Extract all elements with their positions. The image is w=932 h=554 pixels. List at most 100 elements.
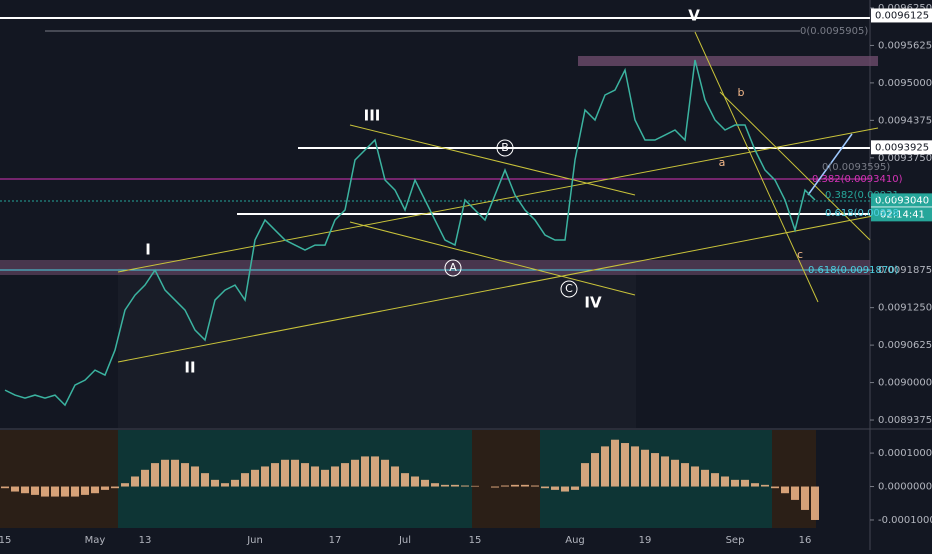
y-tick-label: 0.0089375 bbox=[878, 415, 932, 426]
osc-bar bbox=[551, 486, 559, 490]
osc-bar bbox=[571, 486, 579, 490]
osc-bar bbox=[791, 486, 799, 500]
x-tick-label: 15 bbox=[0, 535, 11, 546]
osc-bar bbox=[271, 463, 279, 487]
annotation: IV bbox=[584, 294, 602, 312]
osc-bar bbox=[611, 439, 619, 487]
annotation: 0.618(0.0091870) bbox=[808, 265, 899, 276]
annotation: b bbox=[738, 86, 745, 99]
osc-bar bbox=[581, 463, 589, 487]
x-tick-label: 16 bbox=[799, 535, 812, 546]
osc-bar bbox=[31, 486, 39, 495]
x-tick-label: 17 bbox=[329, 535, 342, 546]
y-tick-label: 0.0090625 bbox=[878, 340, 932, 351]
annotation: A bbox=[449, 261, 457, 274]
price-tag: 0.0096125 bbox=[875, 10, 929, 21]
osc-bar bbox=[161, 459, 169, 487]
osc-bar bbox=[561, 486, 569, 492]
annotation: C bbox=[565, 282, 573, 295]
osc-bar bbox=[341, 463, 349, 487]
osc-bar bbox=[421, 479, 429, 487]
osc-bar bbox=[811, 486, 819, 520]
x-tick-label: 19 bbox=[639, 535, 652, 546]
price-tag-bg bbox=[871, 140, 932, 155]
osc-bar bbox=[491, 486, 499, 488]
annotation: 0.382(0.0093410) bbox=[812, 174, 903, 185]
osc-bar bbox=[81, 486, 89, 495]
y-tick-label: 0.0090000 bbox=[878, 378, 932, 389]
osc-bar bbox=[511, 484, 519, 487]
x-tick-label: Jun bbox=[246, 535, 263, 546]
osc-bar bbox=[381, 459, 389, 487]
osc-bar bbox=[101, 486, 109, 490]
y-tick-label: 0.0000000 bbox=[878, 482, 932, 493]
osc-bar bbox=[531, 485, 539, 487]
osc-bar bbox=[171, 459, 179, 487]
annotation: 0(0.0095905) bbox=[800, 26, 868, 37]
annotation: 0(0.0093595) bbox=[822, 162, 890, 173]
osc-bar bbox=[521, 484, 529, 487]
osc-bar bbox=[151, 463, 159, 487]
osc-bar bbox=[191, 466, 199, 487]
osc-bar bbox=[71, 486, 79, 497]
price-line bbox=[4, 59, 816, 407]
osc-bar bbox=[311, 466, 319, 487]
osc-bar bbox=[391, 466, 399, 487]
countdown-bg bbox=[871, 207, 932, 222]
osc-bar bbox=[781, 486, 789, 494]
osc-bar bbox=[721, 476, 729, 487]
osc-bar bbox=[451, 484, 459, 487]
y-tick-label: 0.0094375 bbox=[878, 115, 932, 126]
osc-bar bbox=[631, 446, 639, 487]
osc-bar bbox=[771, 486, 779, 489]
x-tick-label: Jul bbox=[398, 535, 411, 546]
osc-bar bbox=[701, 469, 709, 487]
osc-bar bbox=[301, 463, 309, 487]
x-tick-label: 15 bbox=[469, 535, 482, 546]
annotation: II bbox=[184, 359, 195, 377]
osc-bar bbox=[201, 473, 209, 487]
osc-bar bbox=[61, 486, 69, 497]
x-tick-label: 13 bbox=[139, 535, 152, 546]
y-tick-label: 0.0095000 bbox=[878, 78, 932, 89]
osc-bar bbox=[401, 473, 409, 487]
osc-bar bbox=[51, 486, 59, 497]
annotation: I bbox=[145, 241, 151, 259]
osc-bar bbox=[91, 486, 99, 494]
osc-bar bbox=[251, 469, 259, 487]
osc-bar bbox=[321, 469, 329, 487]
osc-bar bbox=[11, 486, 19, 492]
osc-bar bbox=[801, 486, 809, 510]
osc-bar bbox=[231, 479, 239, 487]
x-tick-label: May bbox=[85, 535, 106, 546]
osc-bar bbox=[241, 473, 249, 487]
price-tag-bg bbox=[871, 8, 932, 23]
countdown: 02:14:41 bbox=[880, 209, 925, 220]
osc-bar bbox=[361, 456, 369, 487]
annotation: 0.382(0.00931 bbox=[825, 190, 899, 201]
osc-bar bbox=[461, 485, 469, 487]
osc-bar bbox=[731, 479, 739, 487]
x-tick-label: Aug bbox=[565, 535, 585, 546]
drawings bbox=[0, 17, 879, 428]
osc-bar bbox=[291, 459, 299, 487]
osc-bar bbox=[351, 459, 359, 487]
osc-bar bbox=[591, 453, 599, 487]
osc-bar bbox=[411, 476, 419, 487]
osc-bar bbox=[621, 443, 629, 487]
osc-bar bbox=[41, 486, 49, 497]
osc-bar bbox=[111, 486, 119, 489]
osc-bar bbox=[501, 485, 509, 487]
osc-bar bbox=[141, 469, 149, 487]
price-tag-bg bbox=[871, 193, 932, 208]
annotation: c bbox=[797, 248, 803, 261]
osc-bar bbox=[441, 484, 449, 487]
osc-bar bbox=[21, 486, 29, 494]
osc-bar bbox=[651, 453, 659, 487]
y-tick-label: 0.0091875 bbox=[878, 265, 932, 276]
osc-bar bbox=[131, 476, 139, 487]
osc-bar bbox=[741, 479, 749, 487]
osc-bar bbox=[1, 486, 9, 489]
annotation: III bbox=[364, 107, 381, 125]
y-tick-label: 0.0093750 bbox=[878, 153, 932, 164]
